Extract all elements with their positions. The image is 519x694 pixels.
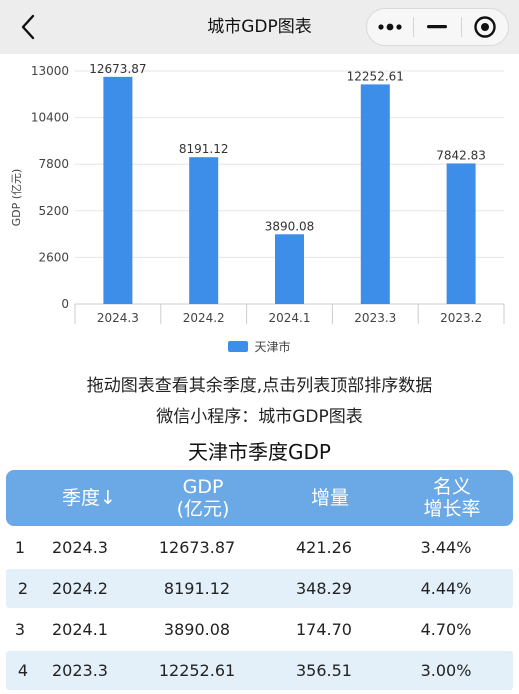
capsule-divider xyxy=(413,17,415,37)
row-growth: 174.70 xyxy=(296,620,352,639)
minimize-button[interactable] xyxy=(414,9,460,45)
table-title: 天津市季度GDP xyxy=(188,440,331,464)
row-index: 3 xyxy=(14,620,26,639)
x-tick-label: 2023.3 xyxy=(354,311,396,325)
y-tick-label: 7800 xyxy=(38,157,69,171)
row-rate: 4.44% xyxy=(420,579,472,598)
header-season[interactable]: 季度↓ xyxy=(62,487,116,509)
row-rate: 3.00% xyxy=(420,661,472,680)
header-growth-rate[interactable]: 名义 增长率 xyxy=(423,476,481,520)
y-tick-label: 13000 xyxy=(31,64,69,78)
more-button[interactable] xyxy=(367,9,413,45)
back-button[interactable] xyxy=(10,10,46,44)
data-label: 3890.08 xyxy=(265,219,315,233)
y-tick-label: 10400 xyxy=(31,111,69,125)
mini-program-name: 微信小程序：城市GDP图表 xyxy=(156,407,363,427)
x-tick-label: 2024.2 xyxy=(183,311,225,325)
y-tick-label: 2600 xyxy=(38,250,69,264)
row-growth: 421.26 xyxy=(296,538,352,557)
data-label: 12673.87 xyxy=(89,62,146,76)
x-tick-label: 2023.2 xyxy=(440,311,482,325)
bar-2024.1 xyxy=(275,234,304,304)
minus-icon xyxy=(427,25,448,29)
row-season: 2024.3 xyxy=(52,538,108,557)
chevron-left-icon xyxy=(21,14,35,40)
gdp-table: 季度↓ GDP (亿元) 增量 名义 增长率 1 2024.3 12673.87… xyxy=(0,470,519,690)
x-tick-label: 2024.1 xyxy=(269,311,311,325)
navigation-bar: 城市GDP图表 xyxy=(0,0,519,54)
y-tick-label: 5200 xyxy=(38,204,69,218)
gdp-bar-chart[interactable]: 0 2600 5200 7800 10400 13000 GDP (亿元) 12673.87 2… xyxy=(0,54,519,364)
table-row[interactable]: 4 2023.3 12252.61 356.51 3.00% xyxy=(6,651,513,690)
bar-2024.2 xyxy=(189,157,219,304)
chart-canvas[interactable]: 0 2600 5200 7800 10400 13000 GDP (亿元) 12673.87 2… xyxy=(0,54,519,334)
row-season: 2024.2 xyxy=(52,579,108,598)
close-button[interactable] xyxy=(462,9,508,45)
table-header: 季度↓ GDP (亿元) 增量 名义 增长率 xyxy=(6,470,513,526)
table-row[interactable]: 1 2024.3 12673.87 421.26 3.44% xyxy=(0,528,519,567)
row-growth: 356.51 xyxy=(296,661,352,680)
data-label: 12252.61 xyxy=(347,69,404,83)
row-rate: 3.44% xyxy=(420,538,472,557)
row-gdp: 3890.08 xyxy=(163,620,231,639)
chart-legend[interactable]: 天津市 xyxy=(0,338,519,355)
row-growth: 348.29 xyxy=(296,579,352,598)
row-season: 2024.1 xyxy=(52,620,108,639)
row-gdp: 12252.61 xyxy=(158,661,236,680)
bar-2023.3 xyxy=(360,84,390,304)
bar-2024.3 xyxy=(103,76,133,305)
row-season: 2023.3 xyxy=(52,661,108,680)
header-gdp[interactable]: GDP (亿元) xyxy=(176,476,230,520)
target-circle-icon xyxy=(474,16,496,38)
header-growth[interactable]: 增量 xyxy=(310,487,349,509)
capsule-divider xyxy=(460,17,462,37)
data-label: 8191.12 xyxy=(179,142,229,156)
y-axis-label: GDP (亿元) xyxy=(10,169,23,227)
legend-label: 天津市 xyxy=(254,340,291,354)
row-index: 2 xyxy=(17,579,29,598)
data-label: 7842.83 xyxy=(436,148,486,162)
y-tick-label: 0 xyxy=(61,297,69,311)
drag-hint-text: 拖动图表查看其余季度,点击列表顶部排序数据 xyxy=(86,376,433,396)
more-dots-icon xyxy=(378,23,402,31)
x-tick-label: 2024.3 xyxy=(97,311,139,325)
bar-2023.2 xyxy=(446,163,476,304)
table-row[interactable]: 3 2024.1 3890.08 174.70 4.70% xyxy=(0,610,519,649)
row-gdp: 8191.12 xyxy=(163,579,231,598)
table-row[interactable]: 2 2024.2 8191.12 348.29 4.44% xyxy=(6,569,513,608)
row-index: 4 xyxy=(17,661,29,680)
row-index: 1 xyxy=(14,538,26,557)
legend-swatch xyxy=(228,341,249,352)
row-rate: 4.70% xyxy=(420,620,472,639)
row-gdp: 12673.87 xyxy=(158,538,236,557)
mini-program-capsule xyxy=(366,8,509,46)
